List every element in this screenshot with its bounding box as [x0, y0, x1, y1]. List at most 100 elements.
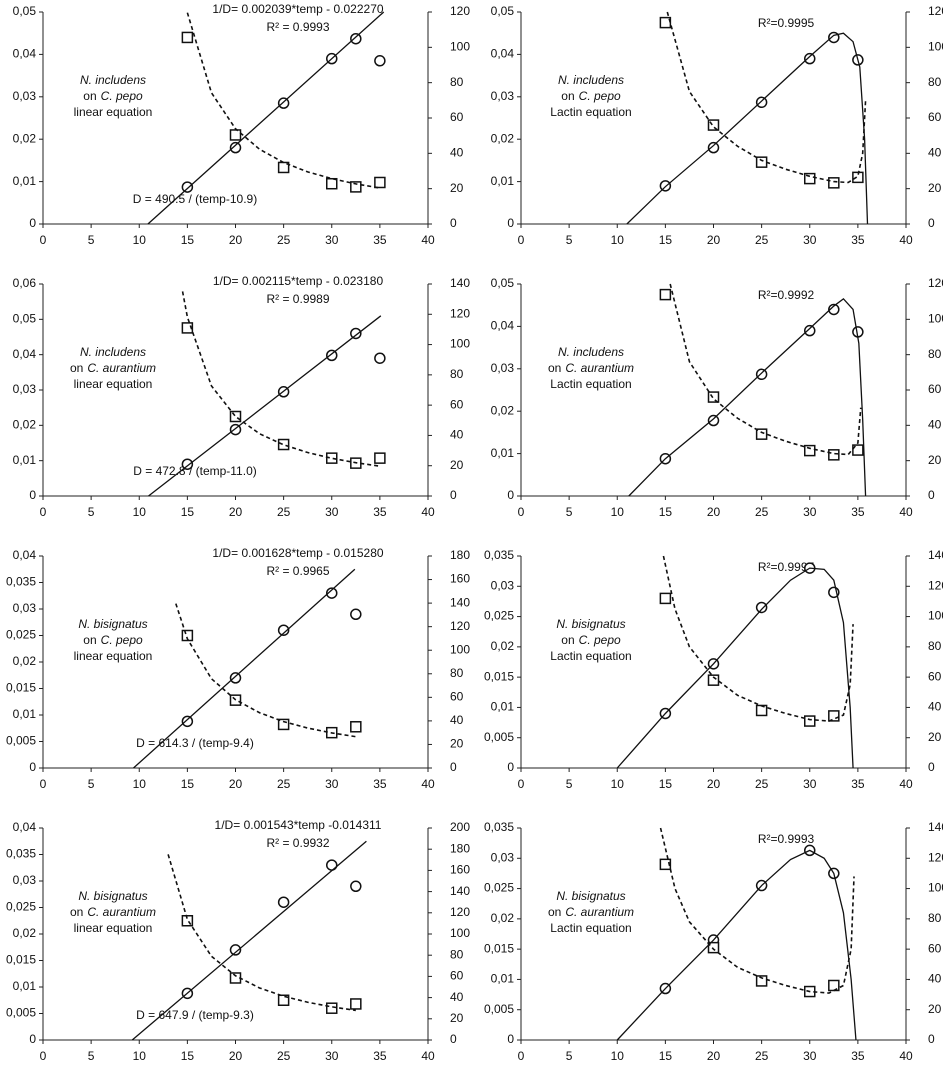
r-squared: R²=0.9995: [758, 16, 815, 30]
panel-label: N. bisignatus: [78, 617, 147, 631]
label-part: Lactin equation: [550, 921, 631, 935]
x-tick-label: 15: [181, 777, 195, 791]
y2-tick-label: 0: [928, 1032, 935, 1046]
dashed-fit-curve: [167, 854, 356, 1012]
y-tick-label: 0,01: [491, 700, 515, 714]
y-tick-label: 0: [507, 1032, 514, 1046]
y2-tick-label: 100: [928, 881, 943, 895]
x-tick-label: 35: [851, 777, 865, 791]
r-squared: R²=0.9997: [758, 560, 815, 574]
y-tick-label: 0,02: [491, 403, 515, 417]
y-tick-label: 0: [507, 216, 514, 230]
y-tick-label: 0,025: [484, 881, 514, 895]
x-tick-label: 5: [88, 233, 95, 247]
label-part: N. includens: [80, 345, 146, 359]
x-tick-label: 30: [325, 233, 339, 247]
x-tick-label: 10: [611, 233, 625, 247]
y2-tick-label: 20: [928, 181, 942, 195]
x-tick-label: 40: [421, 1049, 435, 1063]
y-tick-label: 0: [29, 488, 36, 502]
dashed-fit-curve: [175, 603, 356, 738]
y-tick-label: 0,06: [13, 276, 37, 290]
y2-tick-label: 20: [450, 737, 464, 751]
label-part: N. includens: [80, 73, 146, 87]
circle-point: [181, 458, 194, 470]
y2-tick-label: 40: [928, 418, 942, 432]
y-tick-label: 0,04: [491, 319, 515, 333]
y2-tick-label: 80: [450, 75, 464, 89]
y-tick-label: 0,05: [491, 4, 515, 18]
x-tick-label: 15: [659, 505, 673, 519]
y2-tick-label: 20: [450, 181, 464, 195]
y2-tick-label: 40: [450, 146, 464, 160]
y-tick-label: 0,03: [13, 873, 37, 887]
y2-tick-label: 60: [450, 969, 464, 983]
circle-point: [181, 181, 194, 193]
y2-tick-label: 80: [928, 347, 942, 361]
x-tick-label: 30: [803, 233, 817, 247]
y2-tick-label: 20: [928, 730, 942, 744]
panel-label: Lactin equation: [550, 105, 631, 119]
panel-label: Lactin equation: [550, 921, 631, 935]
square-point: [852, 171, 864, 184]
square-point: [804, 172, 816, 185]
y2-tick-label: 120: [450, 619, 470, 633]
square-point: [229, 972, 242, 984]
fit-curve: [626, 32, 869, 225]
y2-tick-label: 0: [928, 216, 935, 230]
square-point: [707, 941, 720, 954]
y2-tick-label: 140: [928, 548, 943, 562]
x-tick-label: 30: [803, 1049, 817, 1063]
y-tick-label: 0,01: [13, 174, 37, 188]
x-tick-label: 10: [133, 233, 147, 247]
y2-tick-label: 60: [450, 690, 464, 704]
y2-tick-label: 20: [928, 453, 942, 467]
r-squared: R²=0.9993: [758, 832, 815, 846]
square-point: [277, 718, 290, 731]
y2-tick-label: 140: [928, 820, 943, 834]
x-tick-label: 35: [851, 1049, 865, 1063]
y-tick-label: 0,025: [6, 628, 36, 642]
y2-tick-label: 60: [928, 941, 942, 955]
y-tick-label: 0,025: [6, 900, 36, 914]
y2-tick-label: 60: [450, 110, 464, 124]
y-tick-label: 0,015: [6, 953, 36, 967]
y-tick-label: 0,01: [491, 174, 515, 188]
y2-tick-label: 100: [450, 337, 470, 351]
y2-tick-label: 60: [450, 397, 464, 411]
square-point: [804, 715, 816, 727]
r-squared: R² = 0.9993: [266, 20, 329, 34]
fit-curve: [628, 297, 867, 497]
y-tick-label: 0,02: [13, 131, 37, 145]
panel-label: on C. aurantium: [548, 361, 634, 375]
y-tick-label: 0,015: [484, 669, 514, 683]
y-tick-label: 0,01: [13, 979, 37, 993]
y2-tick-label: 80: [450, 666, 464, 680]
label-part: C. aurantium: [565, 361, 634, 375]
x-tick-label: 10: [133, 777, 147, 791]
y2-tick-label: 0: [928, 760, 935, 774]
square-point: [828, 449, 840, 461]
y2-tick-label: 60: [928, 110, 942, 124]
x-tick-label: 25: [755, 233, 769, 247]
panel-label: Lactin equation: [550, 649, 631, 663]
x-tick-label: 0: [518, 233, 525, 247]
circle-point: [374, 352, 386, 364]
x-tick-label: 0: [518, 1049, 525, 1063]
y-tick-label: 0,03: [491, 89, 515, 103]
label-part: Lactin equation: [550, 377, 631, 391]
y-tick-label: 0,015: [6, 681, 36, 695]
x-tick-label: 10: [611, 1049, 625, 1063]
x-tick-label: 40: [899, 505, 913, 519]
x-tick-label: 5: [88, 505, 95, 519]
x-tick-label: 15: [659, 1049, 673, 1063]
x-tick-label: 20: [707, 505, 721, 519]
y2-tick-label: 40: [928, 972, 942, 986]
label-part: linear equation: [74, 921, 153, 935]
label-part: N. includens: [558, 73, 624, 87]
x-tick-label: 10: [611, 777, 625, 791]
x-tick-label: 15: [181, 233, 195, 247]
square-point: [707, 674, 720, 686]
y-tick-label: 0,035: [6, 847, 36, 861]
y2-tick-label: 100: [450, 926, 470, 940]
